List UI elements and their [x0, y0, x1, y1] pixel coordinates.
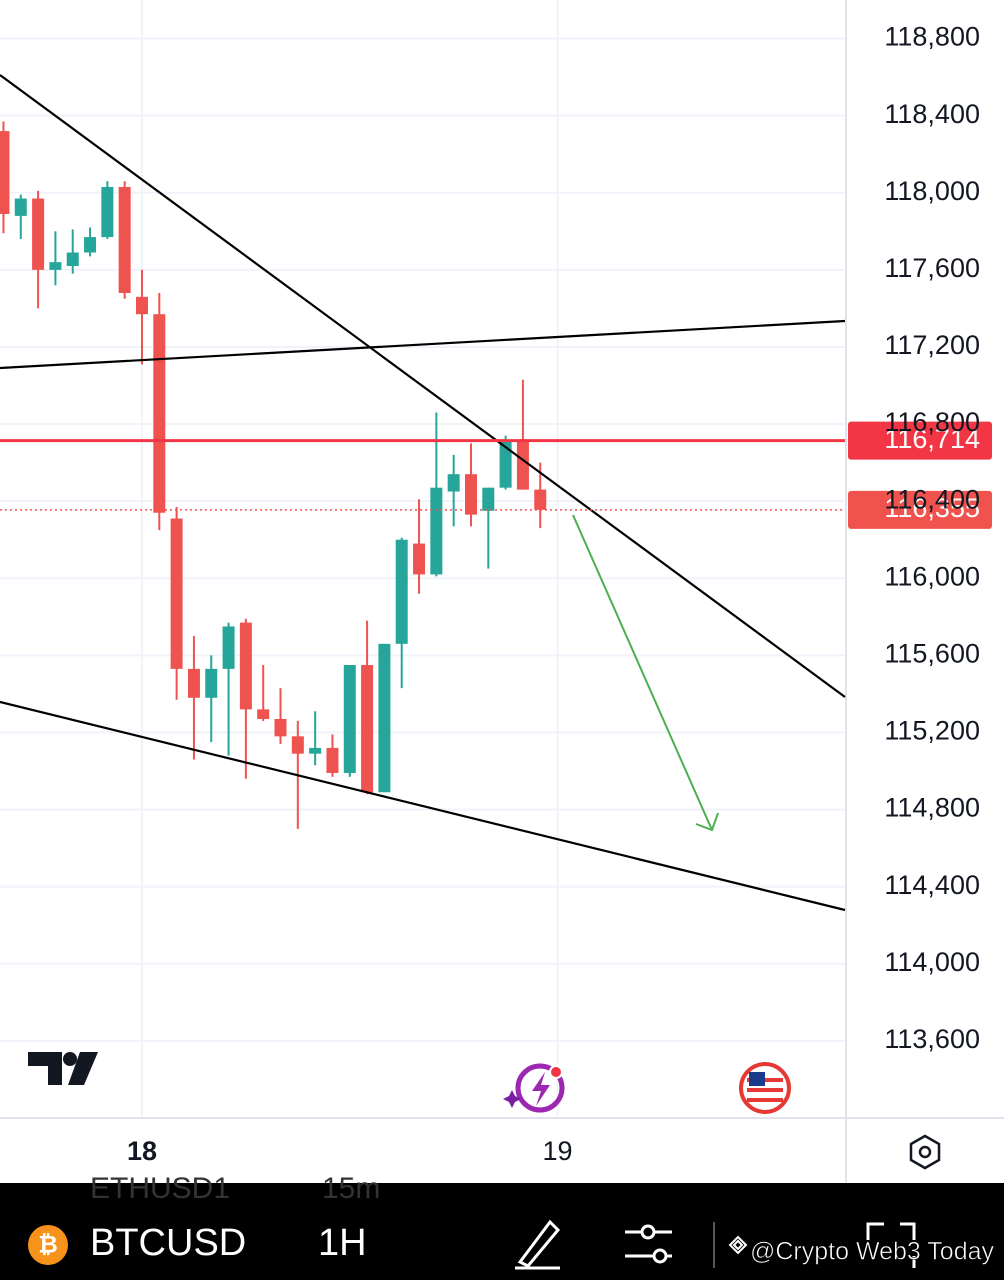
y-tick-label: 115,600 [884, 639, 980, 669]
candle-body [534, 489, 547, 510]
candle-body [170, 518, 183, 669]
candle-body [187, 668, 200, 698]
toolbar [0, 1183, 1004, 1280]
candle-body [84, 237, 97, 253]
y-tick-label: 114,400 [884, 870, 980, 900]
candle-body [343, 665, 356, 773]
drawings [0, 74, 846, 912]
y-axis: 113,600 114,000 114,400 114,800 115,200 115,6… [884, 22, 980, 1054]
lightning-icon [503, 1063, 565, 1113]
y-tick-label: 118,000 [884, 176, 980, 206]
candle-body [101, 186, 114, 238]
candle-body [118, 186, 131, 293]
candle-body [309, 747, 322, 754]
candle-body [464, 474, 477, 515]
trend-line [0, 319, 846, 370]
candle-body [430, 487, 443, 575]
candle-body [0, 131, 10, 214]
y-tick-label: 116,000 [884, 561, 980, 591]
candle-body [326, 747, 339, 773]
trend-line [0, 74, 846, 698]
x-axis: 18 19 [127, 1136, 573, 1166]
candle-body [222, 626, 235, 669]
candle-body [482, 487, 495, 511]
x-tick-label: 18 [127, 1136, 157, 1166]
background [0, 0, 1004, 1183]
grid [0, 0, 845, 1118]
watermark: @Crypto Web3 Today [750, 1238, 995, 1266]
y-tick-label: 118,800 [884, 22, 980, 52]
candle-body [378, 643, 391, 793]
ghost-symbol: ETHUSD1 [90, 1172, 230, 1205]
candle-body [291, 736, 304, 754]
y-tick-label: 118,400 [884, 99, 980, 129]
y-tick-label: 116,400 [884, 484, 980, 514]
candle-body [361, 665, 374, 793]
candle-body [135, 296, 148, 315]
candle-body [274, 718, 287, 737]
candle-body [447, 474, 460, 492]
interval[interactable]: 1H [318, 1222, 367, 1264]
price-label: 116,714 [884, 424, 980, 454]
candle-body [205, 668, 218, 698]
price-label-box [848, 421, 992, 460]
settings-icon [918, 1145, 932, 1159]
y-tick-label: 114,800 [884, 793, 980, 823]
pen-icon[interactable] [515, 1219, 561, 1270]
btc-icon [28, 1225, 68, 1265]
flag-icon [739, 1062, 791, 1114]
candle-body [413, 543, 426, 575]
price-label: 116,355 [884, 493, 980, 523]
y-tick-label: 116,800 [884, 407, 980, 437]
y-tick-label: 115,200 [884, 716, 980, 746]
watermark-icon [728, 1235, 748, 1255]
candle-body [499, 441, 512, 488]
symbol[interactable]: BTCUSD [90, 1222, 246, 1264]
fullscreen-icon[interactable] [866, 1222, 916, 1268]
y-tick-label: 114,000 [884, 947, 980, 977]
arrow [572, 514, 713, 831]
candle-body [239, 622, 252, 710]
candle-body [66, 252, 79, 267]
arrow-head [695, 812, 719, 832]
candle-body [49, 262, 62, 270]
y-tick-label: 117,200 [884, 330, 980, 360]
trend-line [0, 700, 846, 912]
candle-body [257, 709, 270, 719]
settings-icon[interactable] [909, 1134, 941, 1170]
candle-body [32, 198, 45, 270]
price-lines: 116,714 116,355 [0, 421, 992, 529]
y-tick-label: 117,600 [884, 253, 980, 283]
x-tick-label: 19 [543, 1136, 573, 1166]
candle-body [153, 314, 166, 513]
candle-body [516, 441, 529, 490]
btc-icon-glyph: ₿ [38, 1231, 58, 1258]
price-label-box [848, 490, 992, 529]
candle-body [14, 198, 27, 216]
settings-sliders-icon[interactable] [625, 1224, 672, 1264]
candles [0, 121, 547, 829]
candle-body [395, 539, 408, 644]
y-tick-label: 113,600 [884, 1024, 980, 1054]
ghost-interval: 15m [322, 1172, 380, 1205]
tv-logo [28, 1052, 98, 1085]
